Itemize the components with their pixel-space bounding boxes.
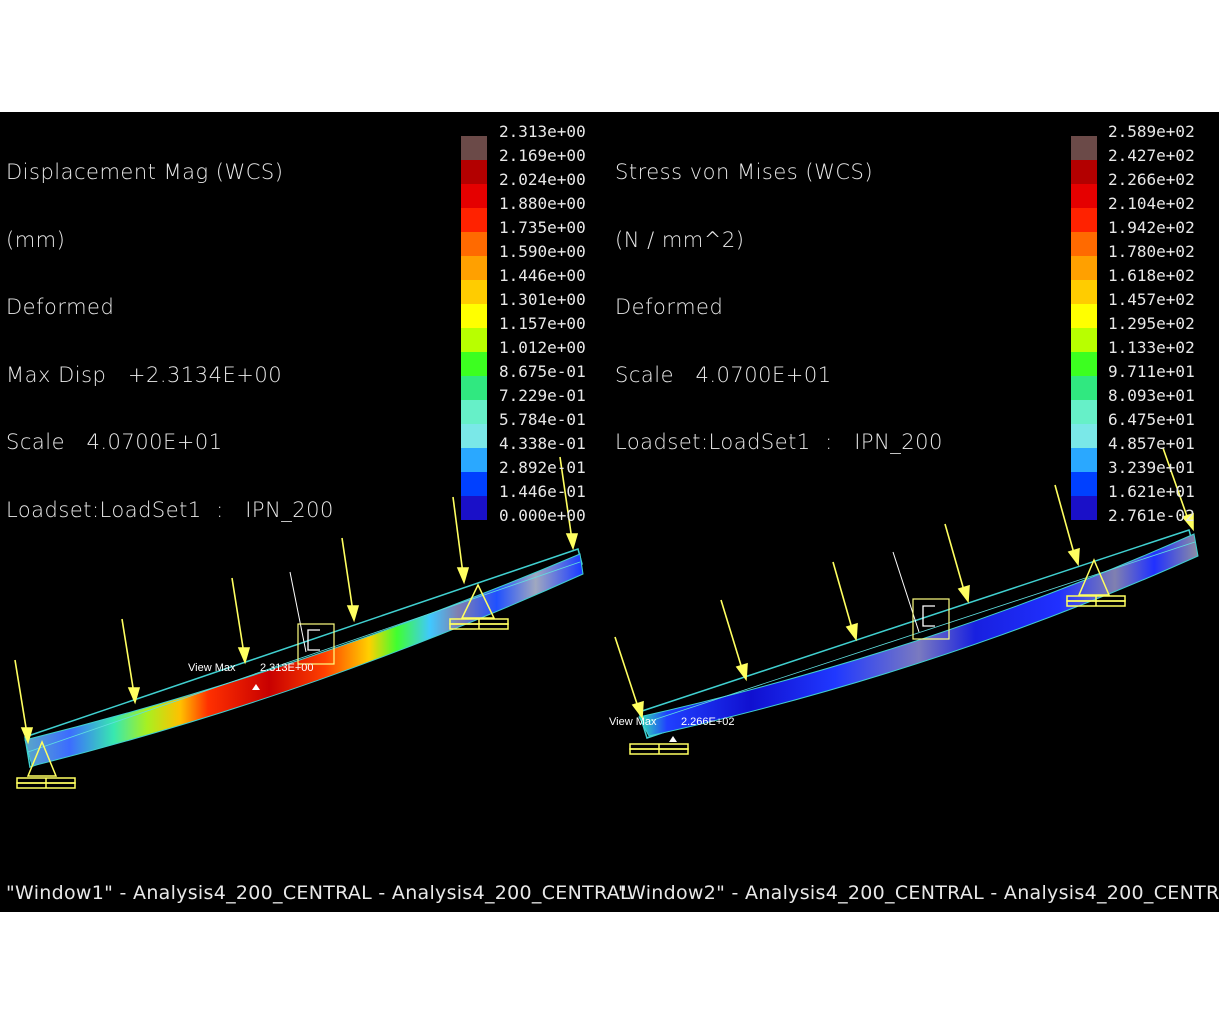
legend-color-band <box>1071 136 1097 160</box>
window1-beam-model <box>14 456 584 789</box>
legend-value-label: 1.880e+00 <box>499 194 586 213</box>
legend-color-band <box>461 352 487 376</box>
window2-legend-colorbar <box>1071 136 1097 520</box>
legend-color-band <box>461 136 487 160</box>
window1-pane[interactable]: Displacement Mag (WCS) (mm) Deformed Max… <box>0 112 631 912</box>
legend-color-band <box>1071 472 1097 496</box>
legend-value-label: 2.589e+02 <box>1108 122 1195 141</box>
legend-value-label: 4.857e+01 <box>1108 434 1195 453</box>
legend-color-band <box>461 184 487 208</box>
legend-value-label: 1.301e+00 <box>499 290 586 309</box>
legend-value-label: 0.000e+00 <box>499 506 586 525</box>
legend-color-band <box>1071 280 1097 304</box>
window2-header-line: Scale 4.0700E+01 <box>615 362 832 387</box>
legend-color-band <box>1071 376 1097 400</box>
window2-pane[interactable]: Stress von Mises (WCS) (N / mm^2) Deform… <box>609 112 1219 912</box>
legend-value-label: 2.024e+00 <box>499 170 586 189</box>
legend-value-label: 1.295e+02 <box>1108 314 1195 333</box>
legend-color-band <box>1071 496 1097 520</box>
legend-color-band <box>461 448 487 472</box>
legend-color-band <box>1071 232 1097 256</box>
window2-result-header: Stress von Mises (WCS) (N / mm^2) Deform… <box>615 116 943 499</box>
legend-color-band <box>1071 448 1097 472</box>
legend-value-label: 1.780e+02 <box>1108 242 1195 261</box>
window2-view-max-value: 2.266E+02 <box>681 716 735 728</box>
legend-value-label: 7.229e-01 <box>499 386 586 405</box>
legend-value-label: 3.239e+01 <box>1108 458 1195 477</box>
window1-legend-values: 2.313e+00 2.169e+00 2.024e+00 1.880e+00 1.73… <box>499 120 586 528</box>
legend-value-label: 8.093e+01 <box>1108 386 1195 405</box>
legend-color-band <box>1071 304 1097 328</box>
legend-value-label: 2.313e+00 <box>499 122 586 141</box>
legend-value-label: 5.784e-01 <box>499 410 586 429</box>
legend-color-band <box>1071 256 1097 280</box>
legend-value-label: 2.104e+02 <box>1108 194 1195 213</box>
window2-view-max-label: View Max <box>609 716 657 728</box>
legend-value-label: 1.618e+02 <box>1108 266 1195 285</box>
window1-header-line: Deformed <box>6 295 115 319</box>
legend-color-band <box>461 496 487 520</box>
window1-header-line: Displacement Mag (WCS) <box>6 160 284 184</box>
legend-color-band <box>461 400 487 424</box>
window2-title-bar[interactable]: "Window2" - Analysis4_200_CENTRAL - Anal… <box>618 882 1219 904</box>
window1-view-max-label: View Max <box>188 662 236 674</box>
legend-value-label: 1.446e+00 <box>499 266 586 285</box>
fea-results-viewport: Displacement Mag (WCS) (mm) Deformed Max… <box>0 112 1219 912</box>
window2-beam-model <box>614 447 1199 755</box>
window2-header-line: Stress von Mises (WCS) <box>615 160 874 184</box>
legend-value-label: 1.012e+00 <box>499 338 586 357</box>
legend-value-label: 1.621e+01 <box>1108 482 1195 501</box>
legend-color-band <box>461 280 487 304</box>
legend-value-label: 2.761e-02 <box>1108 506 1195 525</box>
legend-color-band <box>461 376 487 400</box>
legend-value-label: 2.169e+00 <box>499 146 586 165</box>
legend-color-band <box>461 232 487 256</box>
window1-header-line: Max Disp +2.3134E+00 <box>6 362 283 387</box>
legend-value-label: 8.675e-01 <box>499 362 586 381</box>
window1-result-header: Displacement Mag (WCS) (mm) Deformed Max… <box>6 116 334 566</box>
legend-value-label: 9.711e+01 <box>1108 362 1195 381</box>
legend-color-band <box>1071 208 1097 232</box>
legend-value-label: 2.427e+02 <box>1108 146 1195 165</box>
legend-color-band <box>1071 424 1097 448</box>
legend-color-band <box>461 160 487 184</box>
window1-view-max-value: 2.313E+00 <box>260 662 314 674</box>
window1-header-line: Scale 4.0700E+01 <box>6 430 223 454</box>
legend-value-label: 6.475e+01 <box>1108 410 1195 429</box>
legend-color-band <box>1071 328 1097 352</box>
window1-legend-colorbar <box>461 136 487 520</box>
legend-color-band <box>461 256 487 280</box>
window2-legend-values: 2.589e+02 2.427e+02 2.266e+02 2.104e+02 1.94… <box>1108 120 1195 528</box>
legend-color-band <box>1071 184 1097 208</box>
legend-color-band <box>461 304 487 328</box>
legend-color-band <box>461 472 487 496</box>
legend-value-label: 1.157e+00 <box>499 314 586 333</box>
window1-header-line: (mm) <box>6 227 66 252</box>
legend-color-band <box>1071 160 1097 184</box>
legend-color-band <box>461 328 487 352</box>
legend-value-label: 4.338e-01 <box>499 434 586 453</box>
legend-value-label: 1.735e+00 <box>499 218 586 237</box>
window2-header-line: Deformed <box>615 295 724 319</box>
window1-title-bar[interactable]: "Window1" - Analysis4_200_CENTRAL - Anal… <box>6 882 631 904</box>
legend-value-label: 1.457e+02 <box>1108 290 1195 309</box>
window2-header-line: (N / mm^2) <box>615 227 745 252</box>
legend-value-label: 1.942e+02 <box>1108 218 1195 237</box>
window1-header-line: Loadset:LoadSet1 : IPN_200 <box>6 497 334 522</box>
legend-color-band <box>1071 352 1097 376</box>
legend-value-label: 2.266e+02 <box>1108 170 1195 189</box>
window2-header-line: Loadset:LoadSet1 : IPN_200 <box>615 430 943 454</box>
legend-value-label: 2.892e-01 <box>499 458 586 477</box>
legend-value-label: 1.446e-01 <box>499 482 586 501</box>
legend-color-band <box>461 208 487 232</box>
legend-color-band <box>461 424 487 448</box>
legend-color-band <box>1071 400 1097 424</box>
legend-value-label: 1.590e+00 <box>499 242 586 261</box>
legend-value-label: 1.133e+02 <box>1108 338 1195 357</box>
